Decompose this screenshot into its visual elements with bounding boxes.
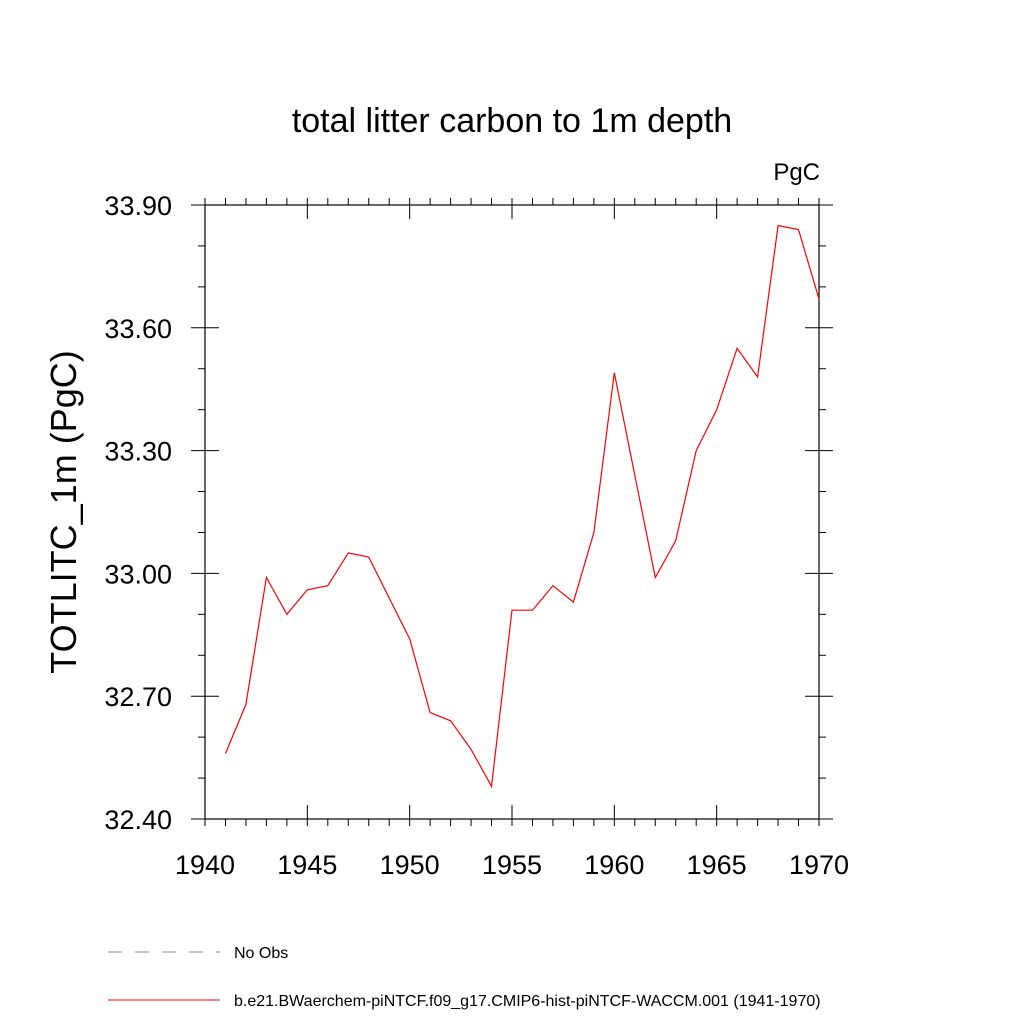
x-tick-label: 1940 bbox=[175, 850, 235, 880]
legend-label: b.e21.BWaerchem-piNTCF.f09_g17.CMIP6-his… bbox=[234, 993, 821, 1010]
x-tick-label: 1965 bbox=[687, 850, 747, 880]
legend-label: No Obs bbox=[234, 945, 288, 962]
x-tick-label: 1950 bbox=[380, 850, 440, 880]
y-tick-label: 32.40 bbox=[104, 805, 172, 835]
x-tick-label: 1955 bbox=[482, 850, 542, 880]
units-label: PgC bbox=[773, 159, 820, 186]
y-axis-label: TOTLITC_1m (PgC) bbox=[43, 350, 84, 673]
x-tick-labels: 1940 1945 1950 1955 1960 1965 1970 bbox=[175, 850, 849, 880]
chart-title: total litter carbon to 1m depth bbox=[292, 102, 732, 140]
y-tick-label: 33.90 bbox=[104, 191, 172, 221]
y-tick-label: 33.00 bbox=[104, 559, 172, 589]
y-tick-label: 33.30 bbox=[104, 437, 172, 467]
y-tick-label: 32.70 bbox=[104, 682, 172, 712]
legend: No Obs b.e21.BWaerchem-piNTCF.f09_g17.CMI… bbox=[108, 945, 821, 1010]
y-tick-label: 33.60 bbox=[104, 314, 172, 344]
x-tick-label: 1970 bbox=[789, 850, 849, 880]
series-line bbox=[224, 224, 820, 789]
plot-frame bbox=[204, 204, 820, 820]
axis-ticks bbox=[191, 198, 833, 826]
x-tick-label: 1945 bbox=[277, 850, 337, 880]
y-tick-labels: 32.40 32.70 33.00 33.30 33.60 33.90 bbox=[104, 191, 172, 835]
series-group bbox=[224, 224, 820, 789]
x-tick-label: 1960 bbox=[584, 850, 644, 880]
